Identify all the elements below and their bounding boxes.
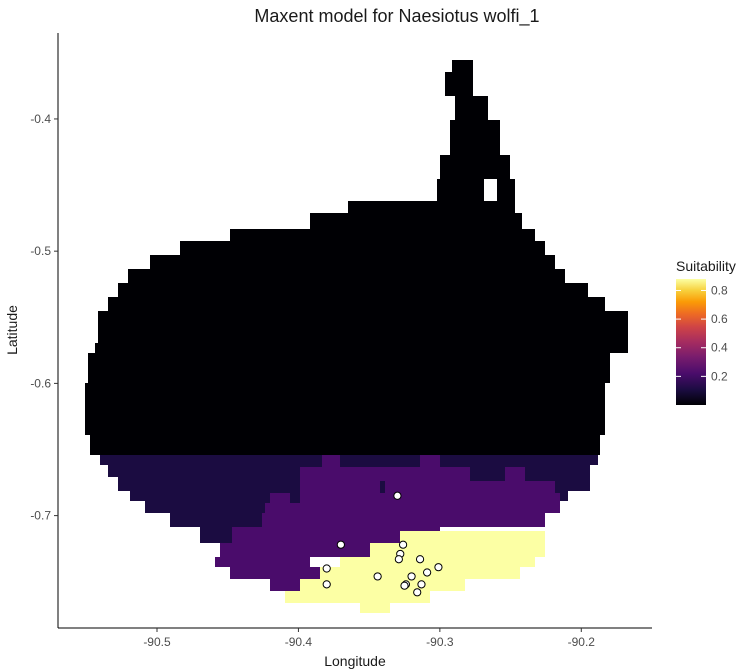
raster-cell bbox=[452, 60, 473, 72]
legend-label: 0.4 bbox=[711, 341, 728, 355]
raster-cell bbox=[300, 493, 560, 503]
occurrence-point bbox=[393, 491, 402, 500]
raster-cell bbox=[300, 481, 380, 493]
legend-label: 0.2 bbox=[711, 369, 728, 383]
raster-cell bbox=[455, 96, 488, 120]
raster-cell bbox=[150, 255, 555, 269]
raster-cell bbox=[300, 467, 470, 481]
x-tick-label: -90.5 bbox=[143, 635, 171, 649]
raster-cell bbox=[85, 383, 605, 435]
raster-cell bbox=[108, 297, 605, 311]
occurrence-point bbox=[417, 580, 426, 589]
raster-cell bbox=[270, 493, 290, 503]
raster-cell bbox=[450, 120, 500, 155]
raster-cell bbox=[232, 527, 440, 543]
raster-cell bbox=[497, 179, 515, 201]
raster-cell bbox=[348, 201, 515, 213]
occurrence-point bbox=[322, 564, 331, 573]
raster-cell bbox=[180, 241, 545, 255]
raster-cell bbox=[505, 467, 525, 481]
x-tick-label: -90.4 bbox=[285, 635, 313, 649]
raster-cell bbox=[385, 481, 555, 493]
raster-cell bbox=[90, 435, 600, 455]
y-tick-label: -0.6 bbox=[30, 376, 51, 390]
occurrence-point bbox=[434, 563, 443, 572]
raster-cell bbox=[340, 557, 535, 567]
raster-cell bbox=[118, 283, 588, 297]
occurrence-point bbox=[322, 580, 331, 589]
x-axis-title: Longitude bbox=[324, 653, 386, 669]
y-tick-label: -0.7 bbox=[30, 509, 51, 523]
occurrence-point bbox=[394, 555, 403, 564]
raster-cell bbox=[230, 229, 535, 241]
x-tick-label: -90.2 bbox=[568, 635, 596, 649]
raster-cell bbox=[95, 343, 628, 353]
raster-cell bbox=[320, 567, 520, 579]
occurrence-point bbox=[423, 568, 432, 577]
y-tick-label: -0.5 bbox=[30, 244, 51, 258]
raster-cell bbox=[98, 311, 628, 343]
occurrence-point bbox=[407, 572, 416, 581]
raster-cell bbox=[88, 353, 610, 383]
raster-cell bbox=[440, 531, 545, 543]
y-axis-title: Latitude bbox=[4, 305, 20, 355]
raster-cell bbox=[420, 455, 440, 467]
raster-cell bbox=[310, 213, 522, 229]
raster-cell bbox=[265, 503, 560, 513]
raster-cell bbox=[370, 543, 545, 557]
occurrence-point bbox=[400, 581, 409, 590]
raster-cell bbox=[400, 531, 440, 543]
raster-cell bbox=[220, 543, 390, 557]
occurrence-point bbox=[373, 572, 382, 581]
occurrence-points bbox=[322, 491, 443, 597]
chart-title: Maxent model for Naesiotus wolfi_1 bbox=[254, 6, 539, 27]
legend: Suitability 0.2 0.4 0.6 0.8 bbox=[676, 258, 736, 405]
raster-cell bbox=[128, 269, 565, 283]
legend-label: 0.8 bbox=[711, 283, 728, 297]
x-tick-label: -90.3 bbox=[426, 635, 454, 649]
y-tick-label: -0.4 bbox=[30, 112, 51, 126]
occurrence-point bbox=[413, 588, 422, 597]
legend-label: 0.6 bbox=[711, 312, 728, 326]
suitability-raster bbox=[85, 60, 628, 613]
raster-cell bbox=[437, 179, 484, 201]
raster-cell bbox=[360, 603, 390, 613]
raster-cell bbox=[322, 455, 340, 467]
raster-cell bbox=[440, 155, 510, 179]
raster-cell bbox=[262, 513, 545, 527]
raster-cell bbox=[445, 72, 473, 96]
axes: -90.5 -90.4 -90.3 -90.2 -0.4 -0.5 -0.6 -0.7 bbox=[30, 33, 652, 649]
raster-cell bbox=[230, 567, 320, 579]
raster-cell bbox=[285, 591, 430, 603]
occurrence-point bbox=[415, 555, 425, 564]
legend-colorbar bbox=[676, 279, 706, 405]
occurrence-point bbox=[398, 540, 408, 549]
occurrence-point bbox=[336, 540, 345, 549]
raster-cell bbox=[145, 501, 262, 513]
raster-cell bbox=[100, 455, 598, 465]
legend-title: Suitability bbox=[676, 258, 736, 274]
raster-cell bbox=[215, 557, 310, 567]
raster-cell bbox=[170, 513, 262, 527]
